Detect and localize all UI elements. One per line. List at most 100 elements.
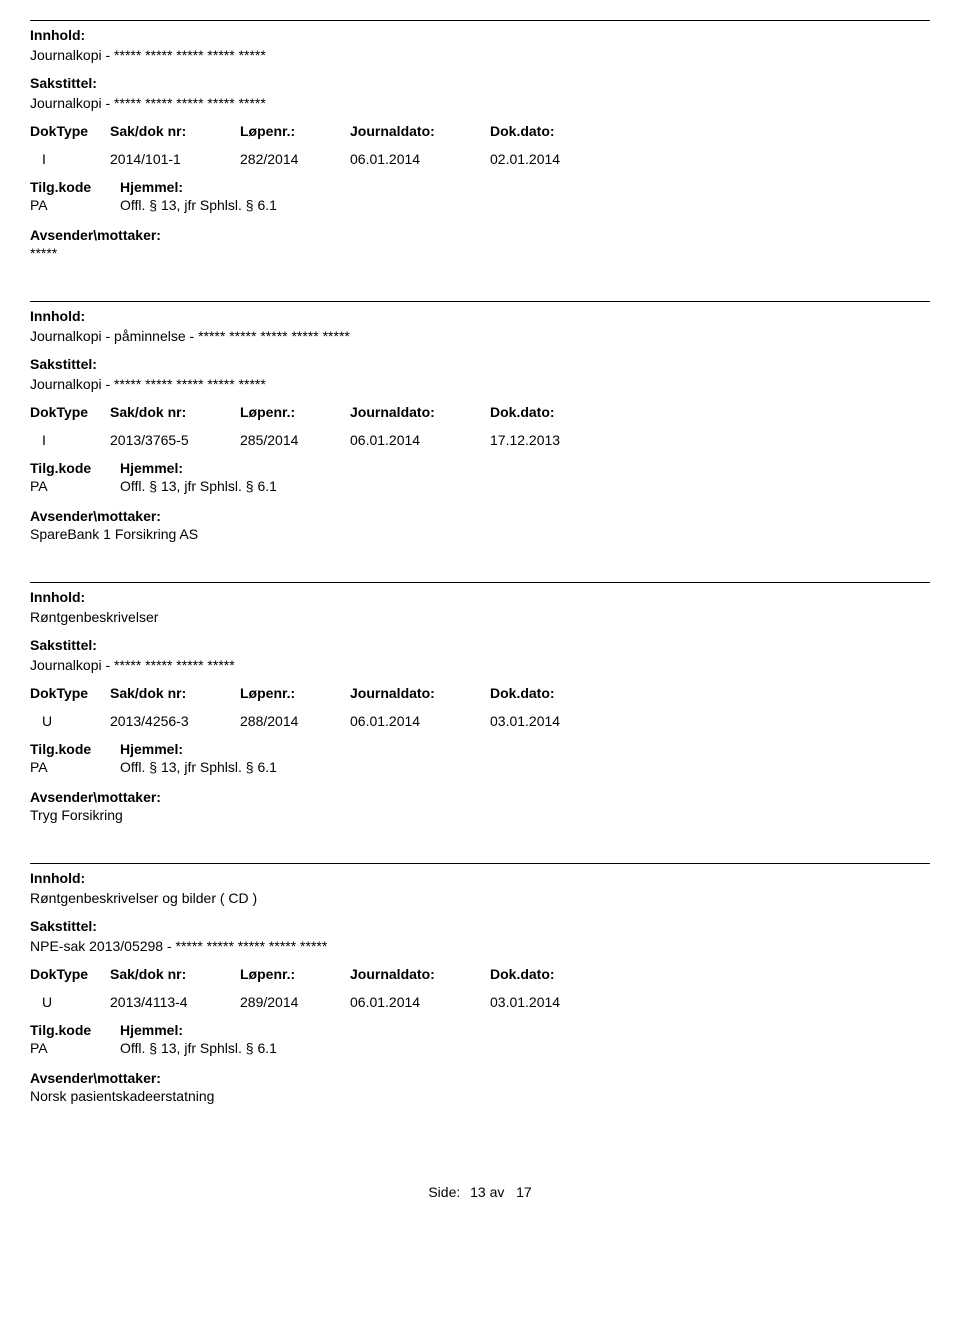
meta-headers: DokType Sak/dok nr: Løpenr.: Journaldato… [30, 123, 930, 139]
sakdoknr-header: Sak/dok nr: [110, 123, 240, 139]
hjemmel-header: Hjemmel: [120, 179, 930, 195]
doktype-header: DokType [30, 123, 110, 139]
tilgkode-value: PA [30, 197, 120, 213]
innhold-value: Røntgenbeskrivelser [30, 609, 930, 625]
innhold-value: Journalkopi - påminnelse - ***** ***** *… [30, 328, 930, 344]
journaldato-header: Journaldato: [350, 966, 490, 982]
doktype-value: U [30, 994, 110, 1010]
tilg-headers: Tilg.kode Hjemmel: [30, 741, 930, 757]
page-total: 17 [516, 1184, 532, 1200]
meta-headers: DokType Sak/dok nr: Løpenr.: Journaldato… [30, 404, 930, 420]
hjemmel-header: Hjemmel: [120, 1022, 930, 1038]
entry-divider [30, 582, 930, 583]
avsender-label: Avsender\mottaker: [30, 789, 930, 805]
lopenr-value: 289/2014 [240, 994, 350, 1010]
tilgkode-header: Tilg.kode [30, 741, 120, 757]
journal-entry: Innhold: Journalkopi - ***** ***** *****… [30, 20, 930, 261]
meta-values: I 2013/3765-5 285/2014 06.01.2014 17.12.… [30, 432, 930, 448]
lopenr-header: Løpenr.: [240, 966, 350, 982]
journal-entry: Innhold: Røntgenbeskrivelser Sakstittel:… [30, 582, 930, 823]
dokdato-header: Dok.dato: [490, 685, 610, 701]
sakdoknr-value: 2013/4113-4 [110, 994, 240, 1010]
tilg-values: PA Offl. § 13, jfr Sphlsl. § 6.1 [30, 197, 930, 213]
sakdoknr-header: Sak/dok nr: [110, 685, 240, 701]
meta-values: U 2013/4256-3 288/2014 06.01.2014 03.01.… [30, 713, 930, 729]
dokdato-header: Dok.dato: [490, 404, 610, 420]
hjemmel-value: Offl. § 13, jfr Sphlsl. § 6.1 [120, 1040, 930, 1056]
sakstittel-value: Journalkopi - ***** ***** ***** ***** [30, 657, 930, 673]
entry-divider [30, 20, 930, 21]
entry-divider [30, 863, 930, 864]
tilgkode-value: PA [30, 478, 120, 494]
journaldato-header: Journaldato: [350, 685, 490, 701]
lopenr-header: Løpenr.: [240, 404, 350, 420]
hjemmel-value: Offl. § 13, jfr Sphlsl. § 6.1 [120, 197, 930, 213]
meta-values: I 2014/101-1 282/2014 06.01.2014 02.01.2… [30, 151, 930, 167]
tilgkode-header: Tilg.kode [30, 1022, 120, 1038]
dokdato-value: 03.01.2014 [490, 994, 610, 1010]
tilgkode-header: Tilg.kode [30, 460, 120, 476]
journaldato-value: 06.01.2014 [350, 151, 490, 167]
innhold-label: Innhold: [30, 308, 930, 324]
dokdato-value: 03.01.2014 [490, 713, 610, 729]
lopenr-header: Løpenr.: [240, 123, 350, 139]
entries-container: Innhold: Journalkopi - ***** ***** *****… [30, 20, 930, 1104]
doktype-value: I [30, 432, 110, 448]
doktype-header: DokType [30, 685, 110, 701]
dokdato-header: Dok.dato: [490, 123, 610, 139]
journaldato-value: 06.01.2014 [350, 994, 490, 1010]
tilg-values: PA Offl. § 13, jfr Sphlsl. § 6.1 [30, 759, 930, 775]
doktype-header: DokType [30, 966, 110, 982]
side-label: Side: [428, 1184, 460, 1200]
av-label: av [490, 1184, 505, 1200]
tilgkode-value: PA [30, 759, 120, 775]
doktype-header: DokType [30, 404, 110, 420]
meta-values: U 2013/4113-4 289/2014 06.01.2014 03.01.… [30, 994, 930, 1010]
sakstittel-label: Sakstittel: [30, 637, 930, 653]
sakdoknr-value: 2014/101-1 [110, 151, 240, 167]
doktype-value: U [30, 713, 110, 729]
innhold-label: Innhold: [30, 27, 930, 43]
hjemmel-value: Offl. § 13, jfr Sphlsl. § 6.1 [120, 478, 930, 494]
tilg-headers: Tilg.kode Hjemmel: [30, 179, 930, 195]
dokdato-value: 02.01.2014 [490, 151, 610, 167]
avsender-label: Avsender\mottaker: [30, 227, 930, 243]
avsender-value: ***** [30, 245, 930, 261]
sakstittel-value: NPE-sak 2013/05298 - ***** ***** ***** *… [30, 938, 930, 954]
innhold-value: Journalkopi - ***** ***** ***** ***** **… [30, 47, 930, 63]
hjemmel-value: Offl. § 13, jfr Sphlsl. § 6.1 [120, 759, 930, 775]
avsender-label: Avsender\mottaker: [30, 1070, 930, 1086]
tilg-headers: Tilg.kode Hjemmel: [30, 460, 930, 476]
journaldato-value: 06.01.2014 [350, 432, 490, 448]
doktype-value: I [30, 151, 110, 167]
journal-entry: Innhold: Journalkopi - påminnelse - ****… [30, 301, 930, 542]
tilg-values: PA Offl. § 13, jfr Sphlsl. § 6.1 [30, 1040, 930, 1056]
avsender-value: Norsk pasientskadeerstatning [30, 1088, 930, 1104]
dokdato-header: Dok.dato: [490, 966, 610, 982]
innhold-label: Innhold: [30, 589, 930, 605]
lopenr-header: Løpenr.: [240, 685, 350, 701]
journal-entry: Innhold: Røntgenbeskrivelser og bilder (… [30, 863, 930, 1104]
sakdoknr-header: Sak/dok nr: [110, 404, 240, 420]
tilgkode-header: Tilg.kode [30, 179, 120, 195]
dokdato-value: 17.12.2013 [490, 432, 610, 448]
meta-headers: DokType Sak/dok nr: Løpenr.: Journaldato… [30, 685, 930, 701]
journaldato-value: 06.01.2014 [350, 713, 490, 729]
tilg-values: PA Offl. § 13, jfr Sphlsl. § 6.1 [30, 478, 930, 494]
sakdoknr-value: 2013/3765-5 [110, 432, 240, 448]
sakstittel-label: Sakstittel: [30, 75, 930, 91]
avsender-value: SpareBank 1 Forsikring AS [30, 526, 930, 542]
sakstittel-value: Journalkopi - ***** ***** ***** ***** **… [30, 95, 930, 111]
hjemmel-header: Hjemmel: [120, 741, 930, 757]
hjemmel-header: Hjemmel: [120, 460, 930, 476]
meta-headers: DokType Sak/dok nr: Løpenr.: Journaldato… [30, 966, 930, 982]
innhold-label: Innhold: [30, 870, 930, 886]
avsender-value: Tryg Forsikring [30, 807, 930, 823]
journaldato-header: Journaldato: [350, 404, 490, 420]
sakstittel-label: Sakstittel: [30, 918, 930, 934]
entry-divider [30, 301, 930, 302]
page-current: 13 [470, 1184, 486, 1200]
journaldato-header: Journaldato: [350, 123, 490, 139]
sakdoknr-header: Sak/dok nr: [110, 966, 240, 982]
tilg-headers: Tilg.kode Hjemmel: [30, 1022, 930, 1038]
